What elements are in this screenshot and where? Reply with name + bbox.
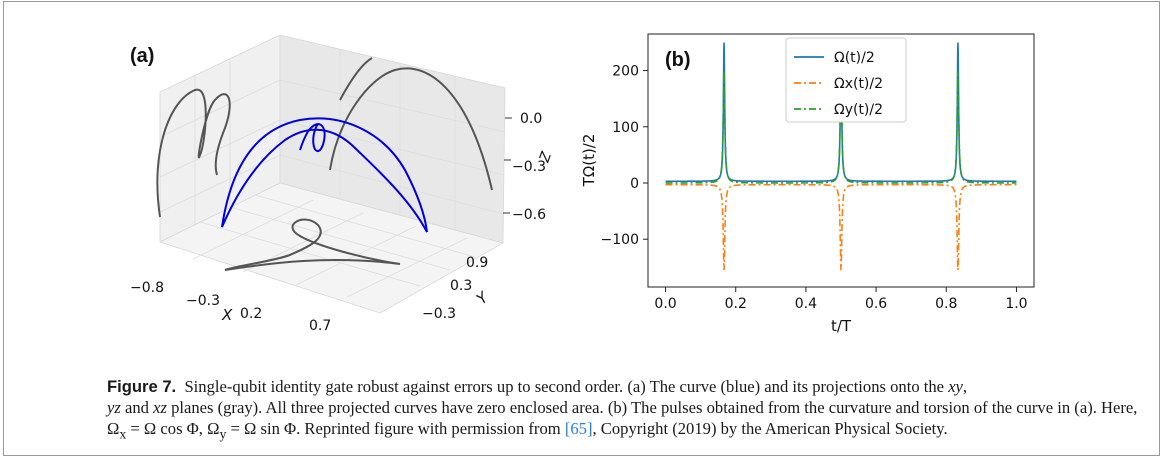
blue-inner-arch: [221, 128, 428, 233]
x-axis-label: X: [221, 306, 233, 324]
y-tick-0: −0.3: [422, 306, 456, 322]
x-tick-2: 0.2: [240, 306, 262, 322]
y-tick-2: 0.9: [466, 255, 488, 271]
z-tick-1: −0.3: [512, 159, 546, 175]
x-tick-label-b: 0.6: [865, 296, 887, 312]
x-ticks-b: 0.0 0.2 0.4 0.6 0.8 1.0: [654, 287, 1028, 312]
blue-curve: [221, 117, 428, 233]
caption-label: Figure 7.: [107, 377, 177, 396]
projection-right: [329, 67, 493, 191]
z-axis: 0.0 −0.3 −0.6 Z: [503, 111, 555, 223]
caption-text-4: = Ω sin Φ. Reprinted figure with permiss…: [226, 419, 565, 438]
caption-text-1: Single-qubit identity gate robust agains…: [184, 377, 949, 396]
panel-a-label: (a): [130, 45, 154, 67]
y-tick-label-b: 200: [612, 64, 639, 80]
x-tick-label-b: 0.2: [725, 296, 747, 312]
caption-text-2: planes (gray). All three projected curve…: [107, 398, 1138, 438]
x-tick-label-b: 0.4: [795, 296, 817, 312]
caption-yz: yz: [107, 398, 121, 417]
x-tick-label-b: 1.0: [1005, 296, 1027, 312]
caption-sub-y: y: [219, 426, 227, 442]
z-tick-2: −0.6: [512, 207, 546, 223]
x-tick-3: 0.7: [309, 318, 331, 334]
z-tick-0: 0.0: [520, 111, 542, 127]
legend-label-2: Ωy(t)/2: [834, 102, 883, 118]
projection-left: [156, 88, 231, 218]
x-tick-label-b: 0.0: [654, 296, 676, 312]
x-axis-label-b: t/T: [831, 317, 852, 335]
y-axis-label-b: TΩ(t)/2: [580, 134, 598, 188]
series-line-2: [665, 70, 1017, 184]
blue-outer-arch: [221, 117, 428, 233]
panel-a-3d-plot: (a) 0.0 −0.3 −0.6 Z −0.8 −0.3 0.2 0.7 X …: [130, 34, 555, 334]
x-axis: −0.8 −0.3 0.2 0.7 X: [130, 280, 331, 334]
caption-ref-link[interactable]: [65]: [564, 419, 593, 438]
y-tick-label-b: 0: [630, 176, 639, 192]
figure-frame: [3, 1, 1160, 456]
y-tick-1: 0.3: [450, 278, 472, 294]
gray-projections: [156, 57, 493, 271]
caption-xz: xz: [153, 398, 167, 417]
figure-caption: Figure 7. Single-qubit identity gate rob…: [107, 376, 1147, 444]
projection-right-hook: [339, 57, 373, 101]
blue-top-loop: [299, 122, 326, 153]
y-ticks-b: 200 100 0 −100: [601, 64, 648, 248]
panel-b-line-plot: 200 100 0 −100 0.0 0.2 0.4 0.6 0.8 1.0 (b) TΩ(t)…: [580, 33, 1035, 335]
caption-sub-x: x: [119, 426, 127, 442]
series-line-1: [665, 183, 1017, 271]
projection-floor: [224, 218, 401, 271]
legend: Ω(t)/2 Ωx(t)/2 Ωy(t)/2: [785, 37, 907, 123]
caption-text-5: , Copyright (2019) by the American Physi…: [592, 419, 948, 438]
y-tick-label-b: 100: [612, 120, 639, 136]
legend-label-1: Ωx(t)/2: [834, 76, 883, 92]
y-tick-label-b: −100: [601, 232, 639, 248]
caption-text-3: = Ω cos Φ, Ω: [126, 419, 220, 438]
legend-label-0: Ω(t)/2: [834, 50, 875, 66]
legend-box: [785, 37, 907, 123]
caption-comma: ,: [962, 377, 968, 396]
x-tick-label-b: 0.8: [935, 296, 957, 312]
panel-b-label: (b): [665, 49, 691, 71]
x-tick-0: −0.8: [130, 280, 164, 296]
caption-and: and: [120, 398, 154, 417]
x-tick-1: −0.3: [186, 293, 220, 309]
caption-xy: xy: [948, 377, 963, 396]
